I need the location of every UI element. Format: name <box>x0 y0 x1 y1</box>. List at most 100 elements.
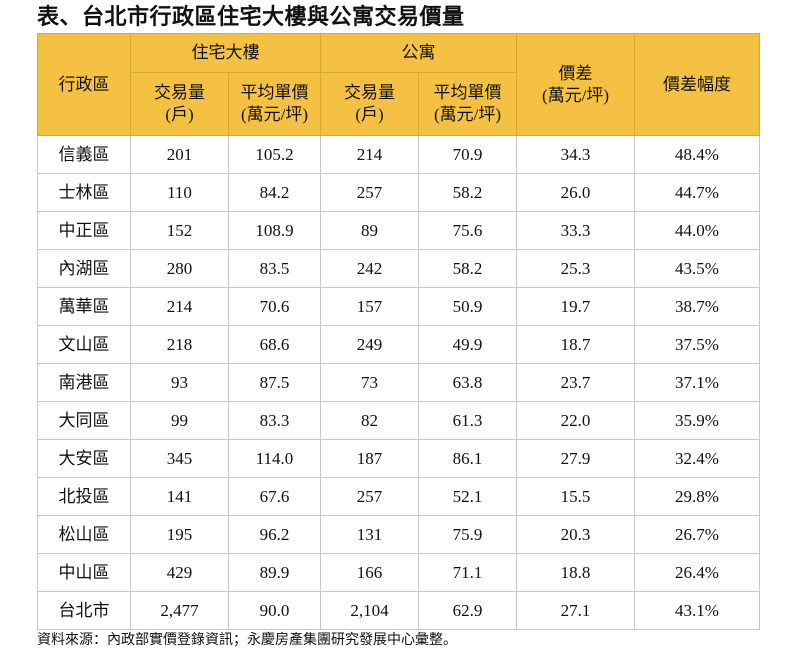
cell-apartment-price: 70.9 <box>418 135 517 174</box>
cell-price-diff-pct: 29.8% <box>634 477 760 516</box>
cell-price-diff-pct: 44.0% <box>634 211 760 250</box>
table-row: 文山區 218 68.6 249 49.9 18.7 37.5% <box>37 325 760 364</box>
source-note: 資料來源：內政部實價登錄資訊；永慶房產集團研究發展中心彙整。 <box>37 633 457 648</box>
header-unit: (戶) <box>355 105 384 124</box>
cell-building-price: 108.9 <box>228 211 321 250</box>
cell-building-volume: 99 <box>130 401 229 440</box>
cell-price-diff: 27.9 <box>516 439 635 478</box>
cell-building-price: 90.0 <box>228 591 321 630</box>
cell-apartment-volume: 2,104 <box>320 591 419 630</box>
cell-price-diff: 22.0 <box>516 401 635 440</box>
table-row: 大同區 99 83.3 82 61.3 22.0 35.9% <box>37 401 760 440</box>
table-row: 中正區 152 108.9 89 75.6 33.3 44.0% <box>37 211 760 250</box>
cell-apartment-price: 71.1 <box>418 553 517 592</box>
cell-price-diff: 19.7 <box>516 287 635 326</box>
table-row: 南港區 93 87.5 73 63.8 23.7 37.1% <box>37 363 760 402</box>
cell-building-volume: 218 <box>130 325 229 364</box>
cell-price-diff: 15.5 <box>516 477 635 516</box>
cell-price-diff: 25.3 <box>516 249 635 288</box>
header-apartment-price: 平均單價 (萬元/坪) <box>418 72 517 136</box>
cell-apartment-price: 61.3 <box>418 401 517 440</box>
cell-district: 大同區 <box>37 401 131 440</box>
header-label: 交易量 <box>344 83 395 102</box>
cell-price-diff-pct: 48.4% <box>634 135 760 174</box>
cell-building-price: 83.3 <box>228 401 321 440</box>
cell-price-diff: 18.7 <box>516 325 635 364</box>
header-label: 平均單價 <box>240 83 309 102</box>
cell-apartment-price: 75.9 <box>418 515 517 554</box>
cell-building-volume: 345 <box>130 439 229 478</box>
cell-building-volume: 429 <box>130 553 229 592</box>
header-price-diff-pct: 價差幅度 <box>634 33 760 136</box>
table-row: 內湖區 280 83.5 242 58.2 25.3 43.5% <box>37 249 760 288</box>
table-row: 萬華區 214 70.6 157 50.9 19.7 38.7% <box>37 287 760 326</box>
cell-apartment-price: 52.1 <box>418 477 517 516</box>
cell-building-price: 84.2 <box>228 173 321 212</box>
cell-price-diff-pct: 43.1% <box>634 591 760 630</box>
cell-district: 內湖區 <box>37 249 131 288</box>
header-district: 行政區 <box>37 33 131 136</box>
cell-building-price: 89.9 <box>228 553 321 592</box>
header-unit: (萬元/坪) <box>433 105 502 124</box>
cell-apartment-volume: 131 <box>320 515 419 554</box>
table-row: 信義區 201 105.2 214 70.9 34.3 48.4% <box>37 135 760 174</box>
cell-price-diff-pct: 35.9% <box>634 401 760 440</box>
header-label: 交易量 <box>154 83 205 102</box>
cell-apartment-volume: 242 <box>320 249 419 288</box>
cell-building-price: 68.6 <box>228 325 321 364</box>
cell-district: 台北市 <box>37 591 131 630</box>
cell-building-price: 87.5 <box>228 363 321 402</box>
cell-price-diff: 18.8 <box>516 553 635 592</box>
cell-price-diff: 23.7 <box>516 363 635 402</box>
cell-price-diff-pct: 26.7% <box>634 515 760 554</box>
header-building-volume: 交易量 (戶) <box>130 72 229 136</box>
header-price-diff-unit: (萬元/坪) <box>541 85 610 105</box>
header-price-diff-label: 價差 <box>558 63 593 83</box>
cell-price-diff: 27.1 <box>516 591 635 630</box>
cell-building-volume: 93 <box>130 363 229 402</box>
cell-district: 中山區 <box>37 553 131 592</box>
cell-district: 松山區 <box>37 515 131 554</box>
cell-district: 士林區 <box>37 173 131 212</box>
cell-price-diff: 33.3 <box>516 211 635 250</box>
table-title: 表、台北市行政區住宅大樓與公寓交易價量 <box>37 4 465 29</box>
cell-apartment-volume: 214 <box>320 135 419 174</box>
cell-district: 萬華區 <box>37 287 131 326</box>
cell-apartment-volume: 166 <box>320 553 419 592</box>
cell-apartment-price: 50.9 <box>418 287 517 326</box>
table-row: 大安區 345 114.0 187 86.1 27.9 32.4% <box>37 439 760 478</box>
table-row: 士林區 110 84.2 257 58.2 26.0 44.7% <box>37 173 760 212</box>
cell-apartment-volume: 157 <box>320 287 419 326</box>
table-row: 松山區 195 96.2 131 75.9 20.3 26.7% <box>37 515 760 554</box>
cell-apartment-price: 49.9 <box>418 325 517 364</box>
cell-building-volume: 214 <box>130 287 229 326</box>
cell-district: 大安區 <box>37 439 131 478</box>
cell-price-diff-pct: 32.4% <box>634 439 760 478</box>
header-unit: (戶) <box>165 105 194 124</box>
cell-building-volume: 152 <box>130 211 229 250</box>
header-building-price: 平均單價 (萬元/坪) <box>228 72 321 136</box>
cell-building-volume: 201 <box>130 135 229 174</box>
cell-building-price: 70.6 <box>228 287 321 326</box>
table-row: 中山區 429 89.9 166 71.1 18.8 26.4% <box>37 553 760 592</box>
cell-price-diff: 26.0 <box>516 173 635 212</box>
cell-district: 北投區 <box>37 477 131 516</box>
cell-building-price: 105.2 <box>228 135 321 174</box>
cell-district: 信義區 <box>37 135 131 174</box>
cell-price-diff-pct: 44.7% <box>634 173 760 212</box>
cell-building-price: 67.6 <box>228 477 321 516</box>
cell-apartment-volume: 187 <box>320 439 419 478</box>
header-apartment-volume: 交易量 (戶) <box>320 72 419 136</box>
cell-district: 中正區 <box>37 211 131 250</box>
cell-apartment-volume: 73 <box>320 363 419 402</box>
table-row: 北投區 141 67.6 257 52.1 15.5 29.8% <box>37 477 760 516</box>
header-unit: (萬元/坪) <box>240 105 309 124</box>
header-group-apartment: 公寓 <box>320 33 517 73</box>
cell-building-price: 83.5 <box>228 249 321 288</box>
cell-apartment-price: 63.8 <box>418 363 517 402</box>
cell-price-diff-pct: 38.7% <box>634 287 760 326</box>
cell-apartment-price: 58.2 <box>418 173 517 212</box>
header-group-building: 住宅大樓 <box>130 33 321 73</box>
cell-building-volume: 110 <box>130 173 229 212</box>
cell-apartment-price: 86.1 <box>418 439 517 478</box>
